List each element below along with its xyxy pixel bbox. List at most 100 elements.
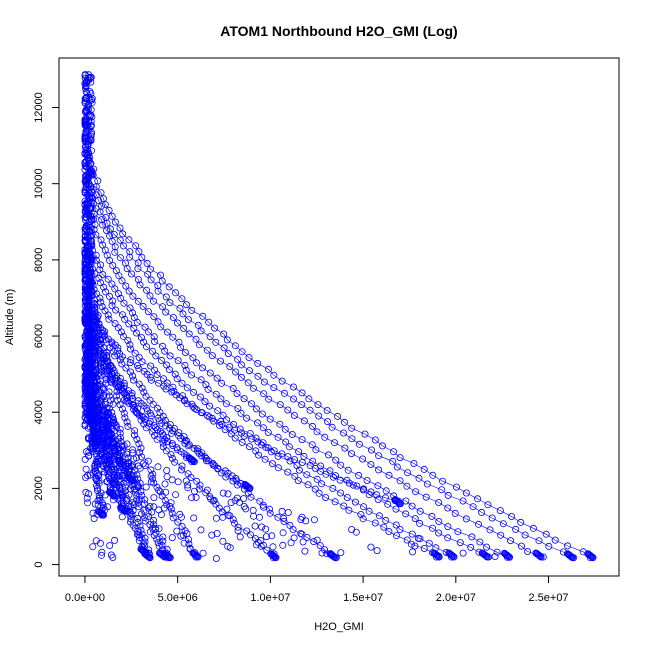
data-point	[129, 446, 137, 454]
data-point	[236, 533, 244, 541]
data-point	[493, 548, 501, 556]
data-point	[108, 340, 116, 348]
data-point	[95, 457, 103, 465]
data-point	[392, 505, 400, 513]
data-point	[245, 367, 253, 375]
data-point	[154, 414, 162, 422]
x-tick-label: 1.5e+07	[343, 592, 383, 604]
data-point	[91, 426, 99, 434]
data-point	[89, 417, 97, 425]
data-point	[138, 491, 146, 499]
data-point	[221, 426, 229, 434]
data-point	[99, 221, 107, 229]
data-point	[532, 549, 540, 557]
data-point	[93, 458, 101, 466]
data-point	[284, 406, 292, 414]
data-point	[268, 460, 276, 468]
data-point	[132, 242, 140, 250]
data-point	[129, 376, 137, 384]
data-point	[106, 292, 114, 300]
data-point	[87, 183, 95, 191]
data-point	[209, 459, 217, 467]
data-point	[116, 224, 124, 232]
data-point	[337, 461, 345, 469]
data-point	[110, 230, 118, 238]
data-point	[178, 523, 186, 531]
data-point	[195, 485, 203, 493]
data-point	[142, 392, 150, 400]
data-point	[246, 531, 254, 539]
data-point	[332, 456, 340, 464]
data-point	[148, 347, 156, 355]
data-point	[114, 324, 122, 332]
data-point	[166, 299, 174, 307]
data-point	[512, 525, 520, 533]
data-point	[315, 489, 323, 497]
data-point	[137, 545, 145, 553]
data-point	[97, 189, 105, 197]
data-point	[234, 527, 242, 535]
data-point	[82, 341, 90, 349]
data-point	[87, 373, 95, 381]
data-point	[116, 236, 124, 244]
data-point	[88, 414, 96, 422]
data-point	[254, 359, 262, 367]
data-point	[122, 391, 130, 399]
data-point	[116, 374, 124, 382]
data-point	[390, 448, 398, 456]
data-point	[165, 283, 173, 291]
data-point	[135, 440, 143, 448]
data-point	[451, 509, 459, 517]
data-point	[108, 280, 116, 288]
data-point	[290, 411, 298, 419]
data-point	[93, 313, 101, 321]
data-point	[85, 388, 93, 396]
data-point	[108, 430, 116, 438]
data-point	[111, 379, 119, 387]
data-point	[529, 524, 537, 532]
data-point	[127, 345, 135, 353]
data-point	[246, 429, 254, 437]
data-point	[110, 420, 118, 428]
data-point	[316, 542, 324, 550]
data-point	[84, 472, 92, 480]
data-point	[93, 477, 101, 485]
data-point	[169, 514, 177, 522]
data-point	[371, 519, 379, 527]
data-point	[184, 470, 192, 478]
data-point	[90, 515, 98, 523]
y-axis-label: Altitude (m)	[4, 289, 16, 345]
data-point	[189, 403, 197, 411]
data-point	[82, 216, 90, 224]
data-point	[208, 531, 216, 539]
data-point	[88, 257, 96, 265]
data-point	[295, 448, 303, 456]
data-point	[298, 458, 306, 466]
data-point	[150, 531, 158, 539]
data-point	[111, 218, 119, 226]
data-point	[155, 486, 163, 494]
data-point	[474, 520, 482, 528]
data-point	[112, 381, 120, 389]
data-point	[158, 492, 166, 500]
data-point	[92, 231, 100, 239]
data-point	[174, 357, 182, 365]
data-point	[241, 480, 249, 488]
data-point	[231, 434, 239, 442]
data-point	[331, 439, 339, 447]
data-point	[168, 454, 176, 462]
data-point	[139, 302, 147, 310]
data-point	[166, 424, 174, 432]
data-point	[286, 457, 294, 465]
data-point	[157, 271, 165, 279]
data-point	[425, 539, 433, 547]
data-point	[119, 332, 127, 340]
data-point	[135, 495, 143, 503]
data-point	[321, 433, 329, 441]
data-point	[97, 489, 105, 497]
data-point	[179, 310, 187, 318]
data-point	[285, 443, 293, 451]
data-point	[237, 409, 245, 417]
data-point	[83, 307, 91, 315]
data-point	[385, 528, 393, 536]
